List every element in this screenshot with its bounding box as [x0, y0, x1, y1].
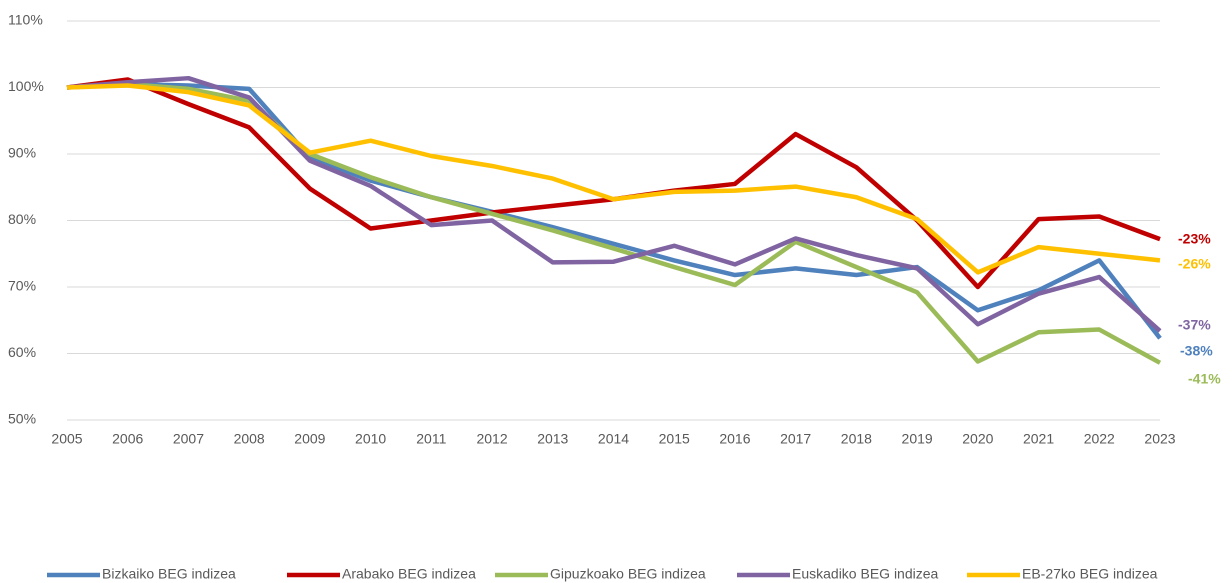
y-tick-label: 110% [8, 12, 43, 28]
legend-label: Arabako BEG indizea [342, 566, 476, 582]
y-tick-label: 50% [8, 411, 36, 427]
y-tick-label: 80% [8, 211, 36, 227]
end-label: -41% [1188, 371, 1221, 387]
x-tick-label: 2013 [537, 431, 568, 447]
series-line [66, 81, 1162, 340]
x-tick-label: 2010 [355, 431, 386, 447]
x-tick-label: 2005 [51, 431, 82, 447]
legend-label: Gipuzkoako BEG indizea [550, 566, 706, 582]
y-tick-label: 100% [8, 78, 44, 94]
end-label: -37% [1178, 317, 1211, 333]
legend-label: EB-27ko BEG indizea [1022, 566, 1158, 582]
series-line [66, 83, 1161, 275]
series-line [66, 75, 1162, 333]
x-tick-label: 2016 [719, 431, 750, 447]
x-tick-label: 2006 [112, 431, 143, 447]
y-tick-label: 60% [8, 344, 36, 360]
x-tick-label: 2009 [294, 431, 325, 447]
series-line [66, 81, 1162, 365]
x-tick-label: 2017 [780, 431, 811, 447]
x-tick-label: 2012 [476, 431, 507, 447]
end-label: -26% [1178, 256, 1211, 272]
x-tick-label: 2019 [902, 431, 933, 447]
x-tick-label: 2008 [234, 431, 265, 447]
end-label: -23% [1178, 231, 1211, 247]
x-tick-label: 2015 [659, 431, 690, 447]
legend-label: Euskadiko BEG indizea [792, 566, 939, 582]
series-line [66, 77, 1161, 290]
end-label: -38% [1180, 343, 1213, 359]
x-tick-label: 2021 [1023, 431, 1054, 447]
y-tick-label: 90% [8, 145, 36, 161]
x-tick-label: 2011 [416, 431, 446, 447]
x-tick-label: 2023 [1144, 431, 1175, 447]
y-tick-label: 70% [8, 278, 36, 294]
x-tick-label: 2018 [841, 431, 872, 447]
x-tick-label: 2022 [1084, 431, 1115, 447]
legend-label: Bizkaiko BEG indizea [102, 566, 236, 582]
x-tick-label: 2007 [173, 431, 204, 447]
x-tick-label: 2014 [598, 431, 629, 447]
x-tick-label: 2020 [962, 431, 993, 447]
